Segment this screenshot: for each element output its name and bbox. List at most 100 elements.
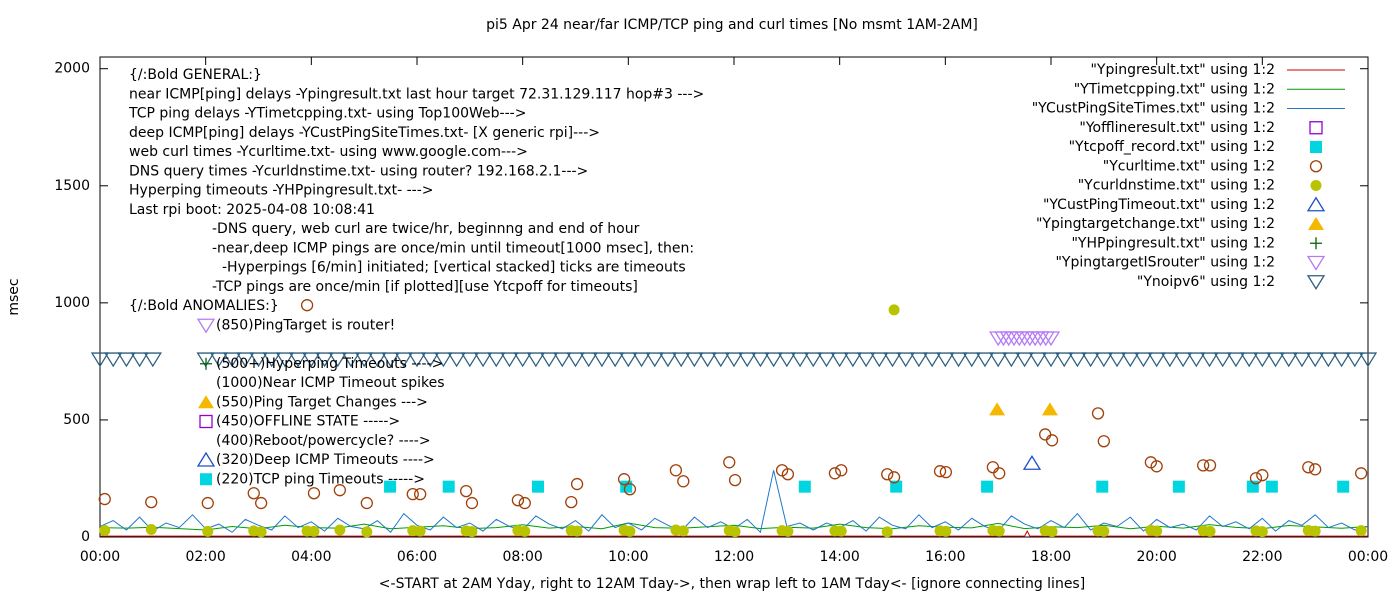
- marker: [466, 526, 478, 538]
- marker: [790, 352, 810, 368]
- marker: [1010, 331, 1029, 347]
- marker: [1302, 461, 1315, 474]
- marker: [1173, 352, 1193, 368]
- marker: [275, 352, 295, 368]
- x-tick-label: 08:00: [502, 549, 542, 565]
- legend-label: "Ypingresult.txt" using 1:2: [1090, 62, 1275, 78]
- anomaly-note: (220)TCP ping Timeouts ----->: [216, 471, 425, 487]
- marker: [500, 352, 519, 368]
- marker: [798, 480, 811, 493]
- marker: [222, 352, 242, 368]
- marker: [685, 352, 704, 368]
- marker: [1055, 352, 1074, 368]
- marker: [414, 488, 427, 501]
- marker: [201, 496, 214, 510]
- marker: [130, 352, 149, 368]
- marker: [341, 352, 361, 368]
- marker: [940, 525, 952, 537]
- marker: [1253, 352, 1272, 368]
- annotation: Last rpi boot: 2025-04-08 10:08:41: [129, 202, 375, 218]
- marker: [300, 299, 314, 312]
- marker: [711, 352, 730, 368]
- marker: [1309, 121, 1323, 135]
- x-tick-label: 18:00: [1031, 549, 1071, 565]
- anomaly-note: (320)Deep ICMP Timeouts ---->: [216, 452, 435, 468]
- y-tick-label: 500: [63, 412, 90, 428]
- anomaly-note: (500+)Hyperping Timeouts ---->: [216, 356, 443, 372]
- marker: [255, 526, 267, 538]
- marker: [355, 352, 374, 368]
- marker: [993, 525, 1005, 537]
- annotation: Hyperping timeouts -YHPpingresult.txt- -…: [129, 183, 434, 199]
- marker: [1337, 480, 1350, 493]
- marker: [989, 352, 1008, 368]
- marker: [1002, 352, 1021, 368]
- marker: [1249, 472, 1263, 485]
- marker: [933, 465, 947, 478]
- marker: [566, 352, 585, 368]
- marker: [1200, 352, 1219, 368]
- marker: [1094, 352, 1113, 368]
- annotation: web curl times -Ycurltime.txt- using www…: [129, 144, 528, 160]
- marker: [1121, 352, 1140, 368]
- marker: [989, 331, 1008, 347]
- marker: [887, 471, 901, 484]
- marker: [1041, 331, 1061, 347]
- marker: [315, 352, 334, 368]
- marker: [1292, 352, 1312, 368]
- marker: [1266, 352, 1285, 368]
- marker: [620, 480, 633, 493]
- marker: [1107, 352, 1127, 368]
- marker: [434, 352, 453, 368]
- legend-label: "YCustPingTimeout.txt" using 1:2: [1043, 197, 1275, 213]
- marker: [249, 352, 268, 368]
- marker: [592, 352, 612, 368]
- marker: [724, 352, 744, 368]
- marker: [989, 402, 1006, 416]
- marker: [922, 352, 942, 368]
- x-tick-label: 00:00: [1348, 549, 1388, 565]
- marker: [1036, 331, 1055, 347]
- x-tick-label: 22:00: [1242, 549, 1282, 565]
- marker: [835, 464, 848, 477]
- marker: [465, 496, 479, 510]
- marker: [571, 525, 583, 537]
- marker: [1203, 459, 1217, 472]
- marker: [513, 352, 532, 368]
- marker: [447, 352, 466, 368]
- anomaly-note: (1000)Near ICMP Timeout spikes: [216, 375, 445, 391]
- marker: [632, 352, 651, 368]
- legend-label: "YHPpingresult.txt" using 1:2: [1071, 235, 1275, 251]
- x-tick-label: 04:00: [291, 549, 331, 565]
- marker: [90, 352, 110, 368]
- marker: [856, 352, 876, 368]
- y-tick-label: 1500: [54, 178, 90, 194]
- marker: [1045, 434, 1059, 447]
- marker: [145, 524, 157, 536]
- marker: [487, 352, 506, 368]
- annotation: deep ICMP[ping] delays -YCustPingSiteTim…: [129, 125, 600, 141]
- marker: [98, 492, 111, 506]
- annotation: -Hyperpings [6/min] initiated; [vertical…: [222, 260, 686, 276]
- marker: [459, 484, 473, 498]
- legend-label: "Ytcpoff_record.txt" using 1:2: [1069, 139, 1275, 155]
- legend-label: "YCustPingSiteTimes.txt" using 1:2: [1032, 101, 1275, 117]
- marker: [1355, 525, 1367, 537]
- marker: [624, 525, 636, 537]
- y-axis-label: msec: [6, 278, 22, 315]
- marker: [1308, 217, 1324, 230]
- anomaly-note: (400)Reboot/powercycle? ---->: [216, 433, 431, 449]
- marker: [442, 480, 455, 493]
- marker: [723, 456, 736, 469]
- marker: [617, 473, 631, 486]
- marker: [828, 467, 842, 480]
- marker: [881, 468, 894, 481]
- x-tick-label: 12:00: [714, 549, 754, 565]
- marker: [1020, 331, 1040, 347]
- marker: [1239, 352, 1259, 368]
- x-tick-label: 16:00: [925, 549, 965, 565]
- marker: [738, 352, 757, 368]
- marker: [196, 352, 215, 368]
- marker: [570, 477, 584, 491]
- legend-label: "Ypingtargetchange.txt" using 1:2: [1036, 216, 1275, 232]
